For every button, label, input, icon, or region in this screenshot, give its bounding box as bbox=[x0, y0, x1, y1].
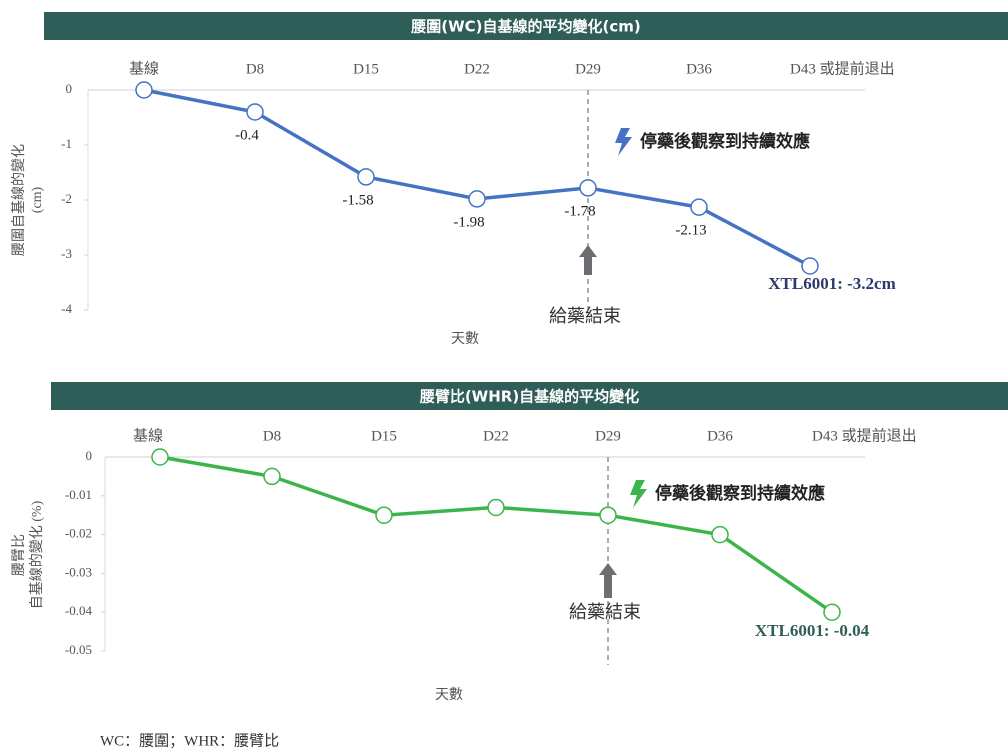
x-tick-label: 基線 bbox=[133, 427, 163, 444]
x-tick-label: D29 bbox=[575, 61, 601, 77]
data-point bbox=[263, 467, 281, 486]
x-tick-label: D29 bbox=[595, 428, 621, 444]
dosing-end-label: 給藥結束 bbox=[549, 306, 621, 326]
y-tick-label: -0.02 bbox=[65, 526, 92, 541]
x-tick-label: D22 bbox=[483, 428, 509, 444]
x-tick-label: D15 bbox=[371, 428, 397, 444]
data-point bbox=[579, 179, 597, 197]
lightning-icon bbox=[630, 480, 647, 508]
data-point bbox=[801, 257, 819, 275]
x-tick-label: D43 或提前退出 bbox=[790, 60, 895, 77]
data-point bbox=[357, 168, 375, 186]
data-point bbox=[468, 190, 486, 208]
y-tick-label: -4 bbox=[61, 301, 72, 316]
y-tick-label: -0.04 bbox=[65, 603, 93, 618]
x-tick-label: D8 bbox=[246, 61, 264, 77]
data-point bbox=[690, 198, 708, 216]
chart-header bbox=[51, 382, 1008, 410]
y-tick-label: -1 bbox=[61, 136, 72, 151]
chart-title: 腰圍(WC)自基線的平均變化(cm) bbox=[410, 18, 641, 36]
footnote: WC：腰圍；WHR：腰臂比 bbox=[100, 732, 279, 749]
dosing-end-label: 給藥結束 bbox=[569, 602, 641, 622]
x-axis-label: 天數 bbox=[435, 687, 463, 703]
y-tick-label: -3 bbox=[61, 246, 72, 261]
y-axis-label: 腰臂比 bbox=[11, 534, 27, 576]
data-point bbox=[151, 448, 169, 466]
y-axis-label: 自基線的變化 (%) bbox=[28, 500, 45, 609]
x-tick-label: D8 bbox=[263, 428, 281, 444]
y-tick-label: -0.01 bbox=[65, 487, 92, 502]
x-tick-label: D36 bbox=[707, 428, 733, 444]
y-axis-label: 腰圍自基線的變化 bbox=[10, 144, 27, 256]
data-label: -1.78 bbox=[564, 203, 595, 219]
data-label: -0.4 bbox=[235, 127, 259, 143]
y-tick-label: 0 bbox=[86, 448, 93, 463]
y-tick-label: -0.03 bbox=[65, 564, 92, 579]
data-point bbox=[375, 506, 393, 524]
data-label: -2.13 bbox=[675, 223, 706, 239]
note: 停藥後觀察到持續效應 bbox=[640, 131, 810, 152]
result-label: XTL6001: -0.04 bbox=[755, 621, 870, 640]
data-label: -1.98 bbox=[453, 214, 484, 230]
data-point bbox=[823, 603, 841, 621]
lightning-icon bbox=[615, 128, 632, 156]
x-tick-label: D36 bbox=[686, 61, 712, 77]
y-axis-label: (cm) bbox=[30, 186, 45, 213]
data-point bbox=[246, 103, 264, 121]
x-tick-label: D43 或提前退出 bbox=[812, 427, 917, 444]
data-point bbox=[487, 498, 505, 517]
x-tick-label: D22 bbox=[464, 61, 490, 77]
data-point bbox=[599, 506, 617, 524]
data-point bbox=[711, 525, 729, 544]
chart-title: 腰臂比(WHR)自基線的平均變化 bbox=[419, 388, 639, 406]
x-tick-label: 基線 bbox=[129, 60, 159, 77]
x-axis-label: 天數 bbox=[451, 331, 479, 347]
chart-header bbox=[44, 12, 1008, 40]
data-line bbox=[143, 88, 811, 268]
arrow bbox=[599, 563, 617, 598]
y-tick-label: 0 bbox=[66, 81, 73, 96]
note: 停藥後觀察到持續效應 bbox=[655, 483, 825, 504]
data-point bbox=[135, 81, 153, 99]
data-line bbox=[159, 455, 833, 614]
data-label: -1.58 bbox=[342, 192, 373, 208]
y-tick-label: -0.05 bbox=[65, 642, 92, 657]
y-tick-label: -2 bbox=[61, 191, 72, 206]
x-tick-label: D15 bbox=[353, 61, 379, 77]
result-label: XTL6001: -3.2cm bbox=[768, 274, 895, 293]
arrow bbox=[579, 245, 597, 275]
